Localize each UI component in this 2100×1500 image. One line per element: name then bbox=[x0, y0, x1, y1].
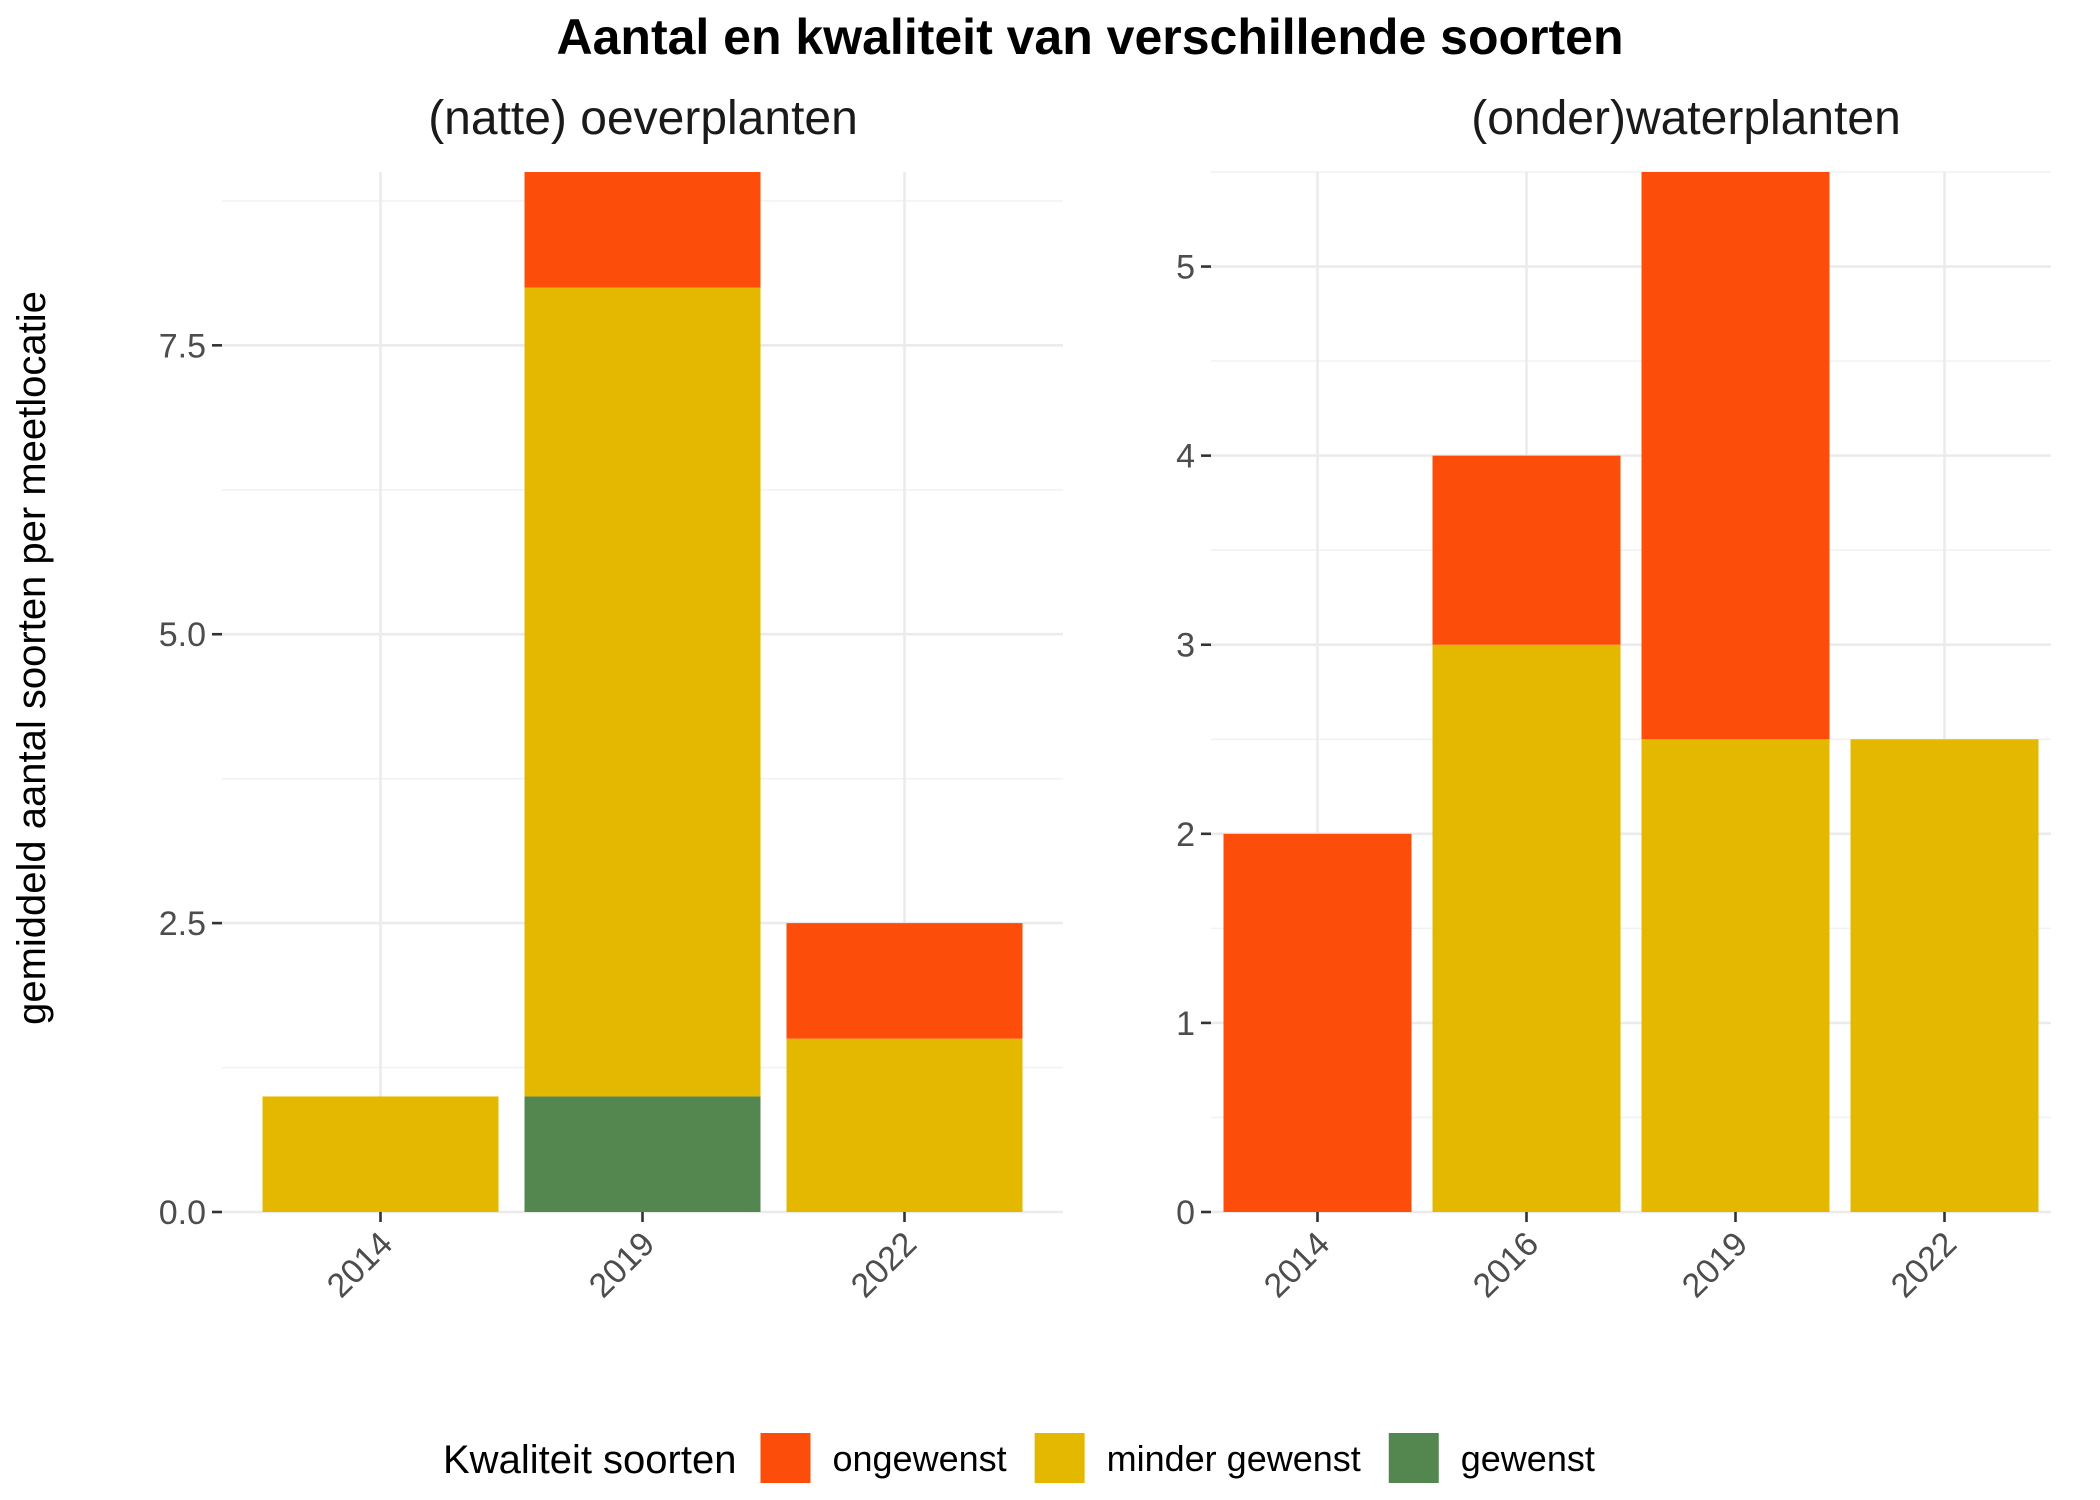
bars bbox=[1223, 172, 2039, 1212]
panel-title: (natte) oeverplanten bbox=[428, 92, 858, 145]
x-tick-label: 2019 bbox=[582, 1225, 662, 1305]
bar-2022-ongewenst bbox=[786, 923, 1023, 1039]
legend-swatch-minder-gewenst bbox=[1034, 1433, 1085, 1483]
bar-2016-minder-gewenst bbox=[1432, 644, 1621, 1212]
y-tick-label: 3 bbox=[1176, 627, 1195, 665]
panel-oeverplanten: (natte) oeverplanten 0.0 2.5 5.0 7.5 2014 201… bbox=[159, 92, 1063, 1305]
bar-2014-ongewenst bbox=[1223, 833, 1412, 1212]
legend: Kwaliteit soorten ongewenst minder gewens… bbox=[443, 1433, 1595, 1483]
panel-waterplanten: (onder)waterplanten 0 1 2 3 4 5 2014 2016 2019 20… bbox=[1176, 92, 2051, 1305]
y-tick-label: 0.0 bbox=[159, 1194, 206, 1232]
legend-title: Kwaliteit soorten bbox=[443, 1438, 736, 1482]
legend-label-minder-gewenst: minder gewenst bbox=[1107, 1438, 1361, 1479]
y-axis-label: gemiddeld aantal soorten per meetlocatie bbox=[10, 291, 54, 1025]
chart-title: Aantal en kwaliteit van verschillende so… bbox=[556, 9, 1623, 65]
legend-swatch-gewenst bbox=[1388, 1433, 1439, 1483]
bar-2016-ongewenst bbox=[1432, 455, 1621, 645]
bar-2022-minder-gewenst bbox=[786, 1038, 1023, 1212]
legend-swatch-ongewenst bbox=[760, 1433, 811, 1483]
x-tick-label: 2014 bbox=[320, 1225, 400, 1305]
y-tick-label: 2.5 bbox=[159, 905, 206, 943]
y-tick-label: 2 bbox=[1176, 816, 1195, 854]
bar-2022-minder-gewenst bbox=[1850, 739, 2039, 1212]
y-tick-label: 5 bbox=[1176, 249, 1195, 287]
bar-2014-minder-gewenst bbox=[262, 1096, 499, 1212]
y-tick-label: 7.5 bbox=[159, 327, 206, 365]
bar-2019-gewenst bbox=[524, 1096, 761, 1212]
bars bbox=[262, 172, 1023, 1212]
x-tick-label: 2022 bbox=[1884, 1225, 1964, 1305]
bar-2019-minder-gewenst bbox=[1641, 739, 1830, 1212]
x-tick-label: 2019 bbox=[1675, 1225, 1755, 1305]
legend-label-gewenst: gewenst bbox=[1461, 1438, 1595, 1479]
legend-label-ongewenst: ongewenst bbox=[832, 1438, 1006, 1479]
x-tick-label: 2014 bbox=[1257, 1225, 1337, 1305]
panel-title: (onder)waterplanten bbox=[1471, 92, 1901, 145]
bar-2019-ongewenst bbox=[524, 172, 761, 288]
y-tick-label: 5.0 bbox=[159, 616, 206, 654]
y-tick-label: 1 bbox=[1176, 1005, 1195, 1043]
y-tick-label: 0 bbox=[1176, 1194, 1195, 1232]
bar-2019-ongewenst bbox=[1641, 172, 1830, 740]
x-tick-label: 2022 bbox=[844, 1225, 924, 1305]
y-tick-label: 4 bbox=[1176, 438, 1195, 476]
x-tick-label: 2016 bbox=[1466, 1225, 1546, 1305]
bar-2019-minder-gewenst bbox=[524, 287, 761, 1097]
